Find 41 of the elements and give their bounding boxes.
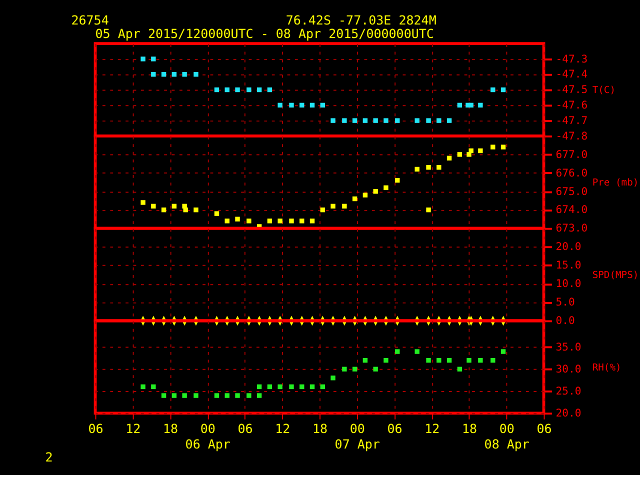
x-tick-label: 12	[424, 420, 440, 436]
y-tick-label: -47.8	[556, 130, 588, 142]
y-tick-label: 675.0	[556, 186, 588, 198]
y-tick-label: 30.0	[556, 364, 582, 376]
y-tick-label: 10.0	[556, 278, 582, 290]
x-tick-label: 12	[126, 420, 141, 436]
text: 2	[45, 449, 53, 464]
y-tick-label: 673.0	[556, 222, 588, 235]
x-tick-label: 00 07 Apr	[334, 420, 380, 452]
x-tick-label: 06	[536, 420, 552, 436]
y-axis-title: Pre (mb)	[592, 178, 639, 189]
y-tick-label: -47.3	[556, 53, 588, 66]
y-tick-label: 20.0	[556, 408, 582, 420]
x-tick-label: 18	[162, 420, 178, 436]
y-tick-label: -47.7	[556, 114, 588, 127]
x-tick-label: 06	[238, 420, 253, 436]
y-tick-label: 0.0	[556, 315, 575, 328]
y-tick-label: 35.0	[556, 342, 582, 354]
x-tick-label: 12	[275, 420, 290, 436]
y-tick-label: -47.4	[556, 68, 588, 81]
x-tick-label: 18	[312, 420, 328, 436]
y-tick-label: 677.0	[556, 148, 588, 161]
x-tick-label: 06	[88, 420, 104, 436]
y-axis-title: T(C)	[592, 85, 616, 96]
y-tick-label: 15.0	[556, 260, 582, 272]
y-tick-label: 25.0	[556, 386, 582, 398]
y-tick-label: 676.0	[556, 167, 588, 180]
text: 76.42S -77.03E 2824M	[286, 12, 436, 28]
y-axis-title: RH(%)	[592, 362, 622, 374]
y-tick-label: 5.0	[556, 296, 575, 309]
chart-subtitle: 05 Apr 2015/120000UTC - 08 Apr 2015/000000UTC	[95, 26, 434, 41]
y-axis-title: SPD(MPS)	[592, 270, 639, 281]
y-tick-label: 674.0	[556, 204, 588, 216]
chart-title: 26754	[71, 12, 109, 28]
x-tick-label: 00 06 Apr	[185, 420, 231, 452]
x-tick-label: 06	[387, 420, 402, 436]
x-tick-label: 18	[462, 420, 478, 436]
x-tick-label: 00 08 Apr	[484, 420, 530, 452]
y-tick-label: -47.6	[556, 100, 588, 112]
y-tick-label: 20.0	[556, 241, 582, 254]
y-tick-label: -47.5	[556, 84, 588, 96]
